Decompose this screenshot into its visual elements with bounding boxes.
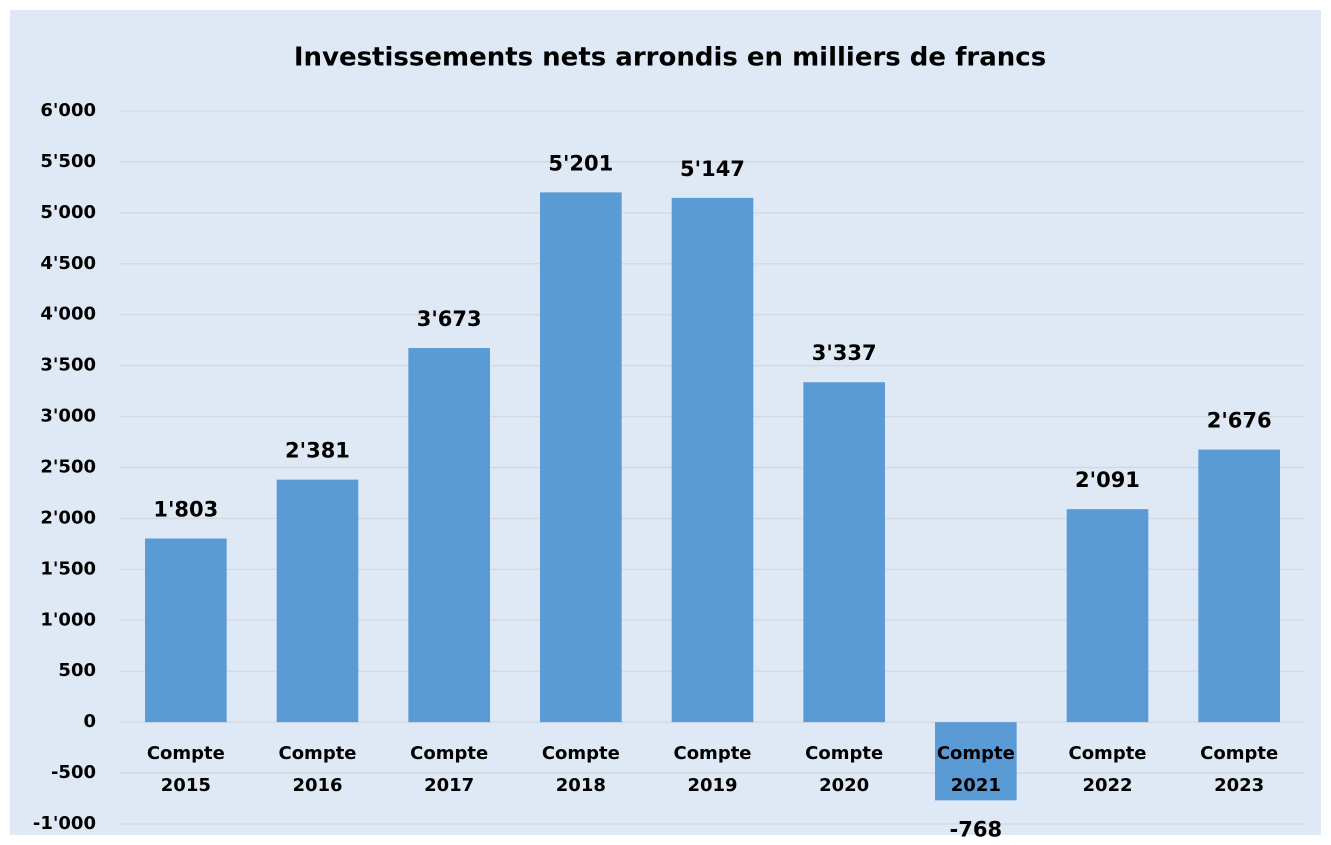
data-label: 3'337 — [812, 341, 877, 365]
y-tick-label: 4'500 — [40, 253, 96, 274]
x-tick-label: Compte 2017 — [410, 743, 489, 796]
x-tick-label: Compte 2020 — [805, 743, 884, 796]
data-label: 1'803 — [153, 497, 218, 521]
y-tick-label: 2'500 — [40, 457, 96, 478]
y-tick-label: 3'000 — [40, 406, 96, 427]
bar — [276, 479, 359, 723]
y-tick-label: 3'500 — [40, 355, 96, 376]
bar — [540, 192, 622, 723]
x-tick-label: Compte 2023 — [1200, 743, 1279, 796]
data-label: -768 — [950, 817, 1003, 841]
x-tick-label: Compte 2019 — [673, 743, 752, 796]
x-tick-label: Compte 2015 — [146, 743, 225, 796]
y-tick-label: 500 — [58, 660, 96, 681]
bar — [145, 538, 227, 723]
y-tick-label: 0 — [83, 711, 96, 732]
y-tick-label: 2'000 — [40, 507, 96, 528]
data-label: 3'673 — [417, 307, 482, 331]
y-tick-label: 5'000 — [40, 202, 96, 223]
data-label: 2'381 — [285, 439, 350, 463]
x-tick-label: Compte 2021 — [936, 743, 1015, 796]
bar — [935, 722, 1017, 801]
bar — [1066, 509, 1149, 723]
y-tick-label: -500 — [51, 762, 96, 783]
data-label: 2'091 — [1075, 468, 1140, 492]
bar — [803, 382, 885, 723]
bar — [671, 197, 754, 723]
data-label: 5'147 — [680, 157, 745, 181]
y-tick-label: 1'000 — [40, 609, 96, 630]
y-tick-label: 6'000 — [40, 100, 96, 121]
data-label: 5'201 — [548, 151, 613, 175]
y-tick-label: 5'500 — [40, 151, 96, 172]
x-tick-label: Compte 2018 — [541, 743, 620, 796]
y-tick-label: 1'500 — [40, 558, 96, 579]
y-tick-label: 4'000 — [40, 304, 96, 325]
y-tick-label: -1'000 — [33, 813, 96, 834]
bar — [1198, 449, 1280, 723]
data-label: 2'676 — [1207, 409, 1272, 433]
chart-title: Investissements nets arrondis en millier… — [294, 43, 1046, 73]
bar — [408, 348, 490, 723]
x-tick-label: Compte 2022 — [1068, 743, 1147, 796]
x-tick-label: Compte 2016 — [278, 743, 357, 796]
